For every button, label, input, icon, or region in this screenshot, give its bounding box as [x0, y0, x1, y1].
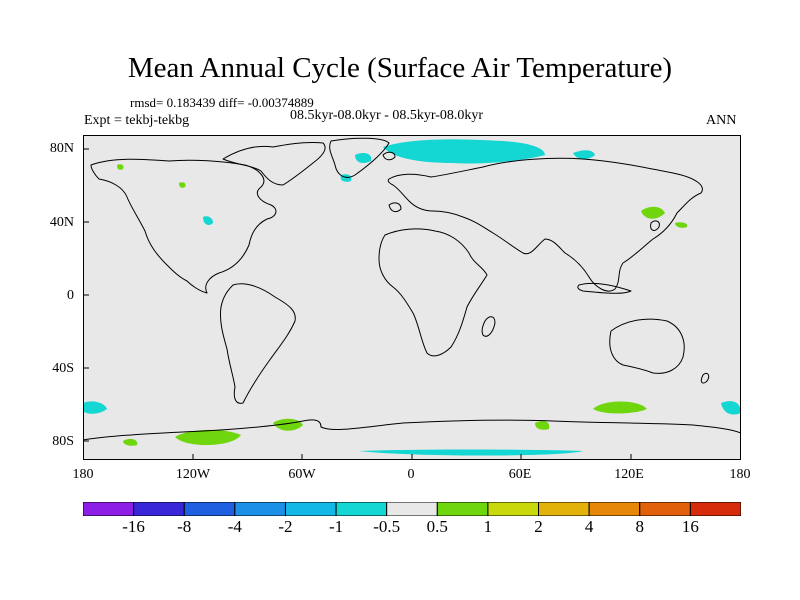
- greenland-coast: [329, 137, 390, 178]
- y-tick-label: 80S: [52, 434, 74, 449]
- british-isles-coast: [388, 202, 402, 213]
- rmsd-diff-stats: rmsd= 0.183439 diff= -0.00374889: [130, 95, 314, 110]
- arctic-cool-patch: [383, 139, 545, 164]
- east-asia-warm-patch: [641, 206, 665, 219]
- greenland-cool-patch: [355, 153, 372, 163]
- colorbar-tick-label: 16: [681, 517, 699, 536]
- x-tick-label: 120W: [175, 467, 211, 482]
- y-tick-label: 80N: [49, 141, 74, 156]
- colorbar-tick-label: -16: [122, 517, 145, 536]
- colorbar-tick-label: 1: [483, 517, 493, 536]
- south-pacific-east-cool-patch: [721, 401, 741, 415]
- x-tick-label: 60E: [508, 467, 532, 482]
- colorbar-tick-label: -4: [227, 517, 242, 536]
- arctic-archipelago-coast: [222, 142, 326, 186]
- colorbar-tick-label: -2: [278, 517, 293, 536]
- colorbar-box: [83, 502, 135, 516]
- coastlines: [83, 137, 741, 441]
- plot-title: Mean Annual Cycle (Surface Air Temperatu…: [127, 52, 673, 84]
- colorbar-box: [487, 502, 540, 516]
- colorbar-box: [133, 502, 185, 516]
- colorbar-box: [538, 502, 590, 516]
- japan-coast: [650, 220, 660, 231]
- weddell-warm-patch: [273, 418, 303, 431]
- antarctica-warm-patch-small: [123, 438, 138, 446]
- x-tick-label: 0: [407, 467, 415, 482]
- x-tick-label: 180: [72, 467, 94, 482]
- x-tick-label: 60W: [288, 467, 316, 482]
- warm-anomaly-regions: [117, 164, 688, 446]
- colorbar-box: [639, 502, 691, 516]
- antarctica-warm-patch-west: [175, 429, 241, 446]
- colorbar-box: [386, 502, 438, 516]
- southern-ocean-warm-patch: [593, 401, 647, 414]
- colorbar-box: [335, 502, 388, 516]
- pacific-warm-patch: [675, 222, 688, 228]
- season-label: ANN: [706, 113, 737, 128]
- africa-coast: [378, 228, 488, 357]
- colorbar-box: [183, 502, 236, 516]
- iceland-coast: [382, 151, 396, 161]
- colorbar-box: [436, 502, 489, 516]
- y-tick-label: 0: [67, 288, 74, 303]
- y-tick-label: 40N: [49, 215, 74, 230]
- eurasia-coast: [387, 157, 703, 292]
- period-subtitle: 08.5kyr-08.0kyr - 08.5kyr-08.0kyr: [290, 108, 484, 123]
- indonesia-coast: [577, 282, 632, 294]
- cool-anomaly-regions: [83, 139, 741, 456]
- colorbar-tick-label: -8: [177, 517, 192, 536]
- y-tick-label: 40S: [52, 361, 74, 376]
- new-zealand-coast: [700, 372, 710, 384]
- madagascar-coast: [481, 316, 496, 337]
- colorbar-tick-label: -0.5: [373, 517, 401, 536]
- alaska-warm-patch: [117, 164, 124, 170]
- colorbar-tick-label: 4: [584, 517, 594, 536]
- map-ticks: [83, 148, 632, 460]
- canada-warm-patch: [179, 182, 186, 188]
- experiment-label: Expt = tekbj-tekbg: [84, 113, 190, 128]
- colorbar-box: [689, 502, 741, 516]
- antarctica-coast: [83, 419, 741, 441]
- colorbar-tick-label: 0.5: [426, 517, 448, 536]
- south-pacific-cool-patch: [83, 401, 107, 414]
- colorbar-tick-label: 2: [534, 517, 543, 536]
- south-america-coast: [220, 283, 296, 404]
- colorbar-box: [234, 502, 286, 516]
- world-map: [83, 135, 741, 460]
- antarctic-coast-warm-patch: [535, 421, 550, 430]
- north-america-cool-patch: [203, 216, 213, 225]
- colorbar-box: [284, 502, 337, 516]
- colorbar-tick-label: 8: [635, 517, 645, 536]
- x-tick-label: 120E: [614, 467, 644, 482]
- siberia-cool-patch: [573, 150, 595, 160]
- australia-coast: [609, 318, 685, 374]
- antarctic-cool-strip: [359, 449, 583, 456]
- colorbar-box: [588, 502, 641, 516]
- colorbar: [83, 502, 741, 516]
- x-tick-label: 180: [729, 467, 751, 482]
- colorbar-tick-label: -1: [328, 517, 344, 536]
